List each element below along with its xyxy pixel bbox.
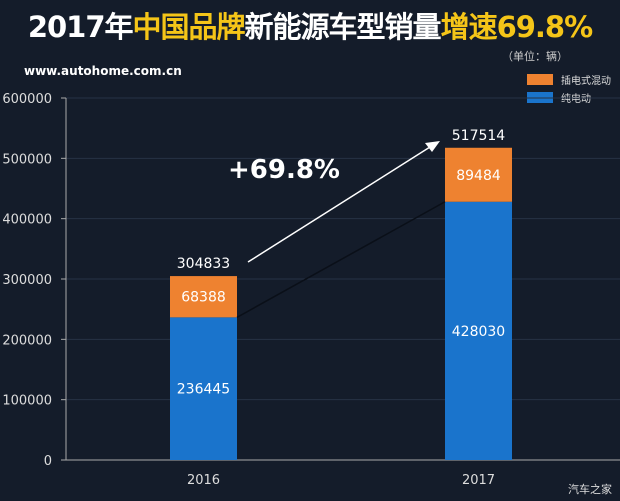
x-tick-label: 2016 (187, 473, 220, 488)
y-tick-label: 200000 (2, 333, 52, 348)
bar-2017-0 (445, 201, 512, 460)
chart-title: 2017年中国品牌新能源车型销量增速69.8% (0, 4, 620, 46)
data-label: 89484 (456, 168, 501, 184)
title-part: 2017年 (27, 10, 134, 44)
y-tick-label: 0 (44, 454, 52, 469)
legend-label: 纯电动 (561, 94, 591, 105)
data-label: 236445 (177, 382, 230, 398)
arrow-head (425, 141, 440, 152)
total-label: 517514 (452, 128, 506, 144)
legend-item-phev: 插电式混动 (527, 72, 611, 87)
connector-line (236, 201, 446, 319)
growth-arrow (247, 146, 431, 263)
bar-2016-1 (170, 276, 237, 318)
data-label: 428030 (452, 324, 505, 340)
title-part: 中国品牌 (132, 10, 246, 44)
bar-2016-0 (170, 317, 237, 460)
total-label: 304833 (177, 256, 230, 272)
unit-label: （单位：辆） (502, 50, 568, 63)
y-tick-label: 600000 (2, 92, 52, 107)
watermark: www.autohome.com.cn (24, 64, 182, 78)
growth-annotation: +69.8% (228, 155, 340, 185)
legend-swatch (527, 74, 553, 85)
y-tick-label: 500000 (2, 152, 52, 167)
title-part: 增速69.8% (440, 10, 594, 44)
y-tick-label: 300000 (2, 273, 52, 288)
y-tick-label: 400000 (2, 213, 52, 228)
bar-2017-1 (445, 147, 512, 202)
x-tick-label: 2017 (462, 473, 495, 488)
legend-label: 插电式混动 (561, 76, 611, 87)
logo: 汽车之家 (568, 483, 612, 496)
y-tick-label: 100000 (2, 394, 52, 409)
title-part: 新能源车型销量 (244, 10, 442, 44)
data-label: 68388 (181, 290, 226, 306)
